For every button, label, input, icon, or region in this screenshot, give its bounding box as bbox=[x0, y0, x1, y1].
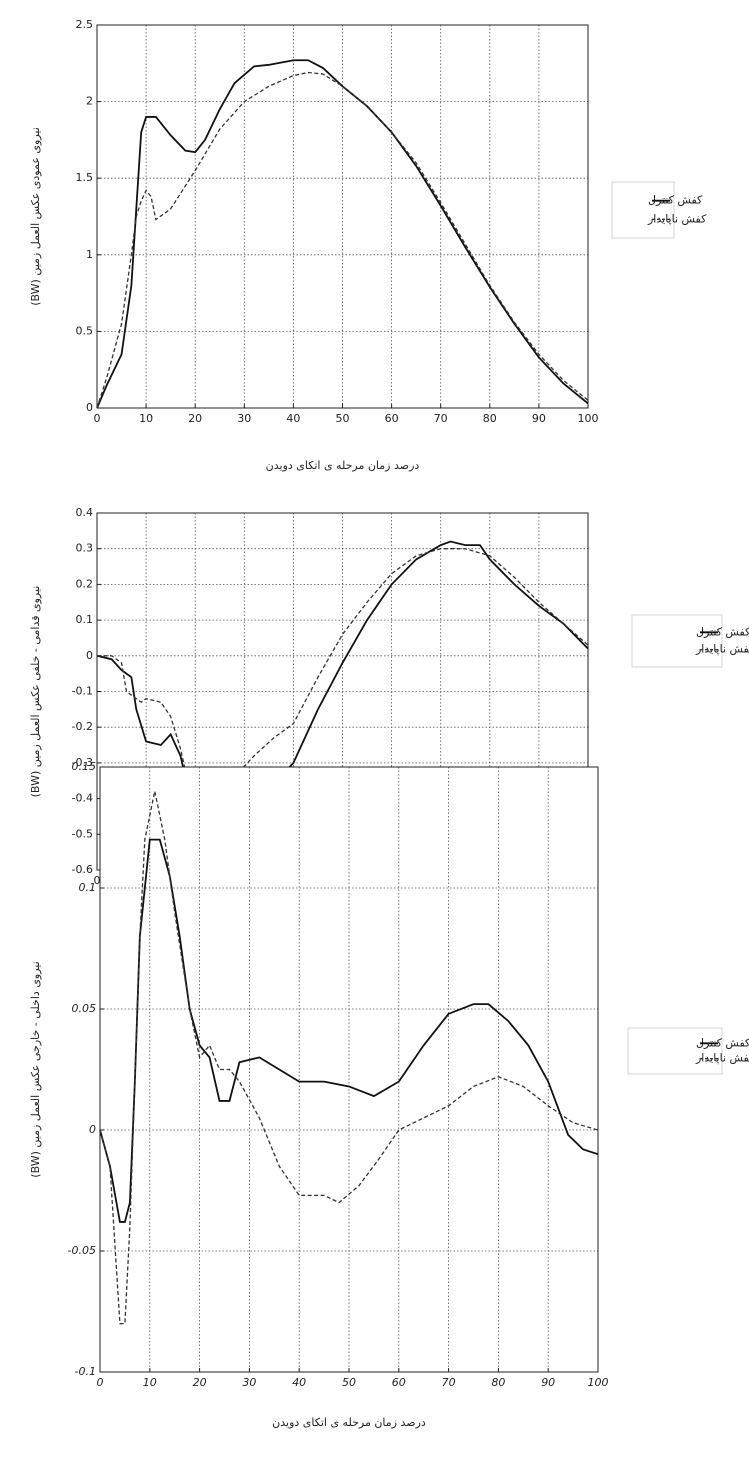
y-tick-label: -0.1 bbox=[72, 685, 93, 698]
x-tick-label: 0 bbox=[97, 1376, 104, 1389]
x-tick-label: 70 bbox=[442, 1376, 456, 1389]
y-tick-label: 0.15 bbox=[72, 760, 97, 773]
y-tick-label: 1.5 bbox=[76, 171, 94, 184]
y-tick-label: 2 bbox=[86, 95, 93, 108]
x-tick-label: 70 bbox=[434, 412, 448, 425]
y-tick-label: 2.5 bbox=[76, 18, 94, 31]
y-axis-label: نیروی قدامی - خلفی عکس العمل زمین (BW) bbox=[29, 586, 42, 798]
legend-box bbox=[632, 615, 722, 667]
legend-label: کفش ناپایدار bbox=[695, 643, 749, 656]
x-axis-label: درصد زمان مرحله ی اتکای دویدن bbox=[266, 459, 420, 472]
y-tick-label: 0.4 bbox=[76, 506, 94, 519]
y-tick-label: 0.2 bbox=[76, 577, 94, 590]
legend-box bbox=[612, 182, 674, 238]
y-tick-label: -0.5 bbox=[72, 827, 93, 840]
x-tick-label: 100 bbox=[588, 1376, 609, 1389]
x-tick-label: 60 bbox=[385, 412, 399, 425]
y-tick-label: 0.3 bbox=[76, 542, 94, 555]
legend-label: کفش ناپایدار bbox=[695, 1052, 749, 1065]
x-tick-label: 80 bbox=[491, 1376, 505, 1389]
y-tick-label: -0.1 bbox=[75, 1365, 96, 1378]
x-tick-label: 50 bbox=[342, 1376, 356, 1389]
y-tick-label: -0.2 bbox=[72, 720, 93, 733]
x-tick-label: 50 bbox=[336, 412, 350, 425]
x-tick-label: 80 bbox=[483, 412, 497, 425]
x-axis-label: درصد زمان مرحله ی اتکای دویدن bbox=[272, 1416, 426, 1429]
y-tick-label: -0.05 bbox=[68, 1244, 96, 1257]
y-tick-label: 0.1 bbox=[76, 613, 94, 626]
x-tick-label: 40 bbox=[286, 412, 300, 425]
y-tick-label: -0.6 bbox=[72, 863, 93, 876]
x-tick-label: 100 bbox=[578, 412, 599, 425]
x-tick-label: 10 bbox=[139, 412, 153, 425]
x-tick-label: 90 bbox=[532, 412, 546, 425]
chart: 0 10 20 30 40 50 60 70 80 90 100 0 0.5 1 1.5 2 2.5 درصد ز… bbox=[29, 18, 707, 472]
y-tick-label: -0.4 bbox=[72, 792, 93, 805]
y-tick-label: 1 bbox=[86, 248, 93, 261]
y-tick-label: 0 bbox=[89, 1123, 96, 1136]
y-tick-label: 0.05 bbox=[72, 1002, 97, 1015]
y-tick-label: 0 bbox=[86, 649, 93, 662]
x-tick-label: 40 bbox=[292, 1376, 306, 1389]
x-tick-label: 20 bbox=[193, 1376, 207, 1389]
x-tick-label: 30 bbox=[237, 412, 251, 425]
legend-label: کفش ناپایدار bbox=[647, 212, 707, 225]
x-tick-label: 90 bbox=[541, 1376, 555, 1389]
y-axis-label: نیروی عمودی عکس العمل زمین (BW) bbox=[29, 127, 42, 306]
x-tick-label: 0 bbox=[94, 412, 101, 425]
x-tick-label: 30 bbox=[242, 1376, 256, 1389]
x-tick-label: 10 bbox=[143, 1376, 157, 1389]
page: 010203040506070809010000.511.522.5درصد ز… bbox=[0, 0, 749, 1457]
x-tick-label: 60 bbox=[392, 1376, 406, 1389]
y-tick-label: 0.5 bbox=[76, 324, 94, 337]
x-tick-label: 20 bbox=[188, 412, 202, 425]
y-tick-label: 0 bbox=[86, 401, 93, 414]
y-tick-label: 0.1 bbox=[79, 881, 97, 894]
chart: 0 10 20 30 40 50 60 70 80 90 100 -0.1 -0.05 0 0.05 0.1 0… bbox=[29, 760, 749, 1429]
y-axis-label: نیروی داخلی - خارجی عکس العمل زمین (BW) bbox=[29, 961, 42, 1177]
